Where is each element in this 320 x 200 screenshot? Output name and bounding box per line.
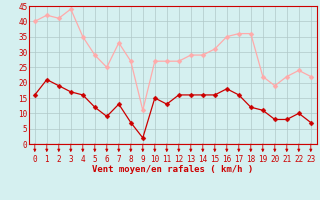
X-axis label: Vent moyen/en rafales ( km/h ): Vent moyen/en rafales ( km/h ) — [92, 165, 253, 174]
